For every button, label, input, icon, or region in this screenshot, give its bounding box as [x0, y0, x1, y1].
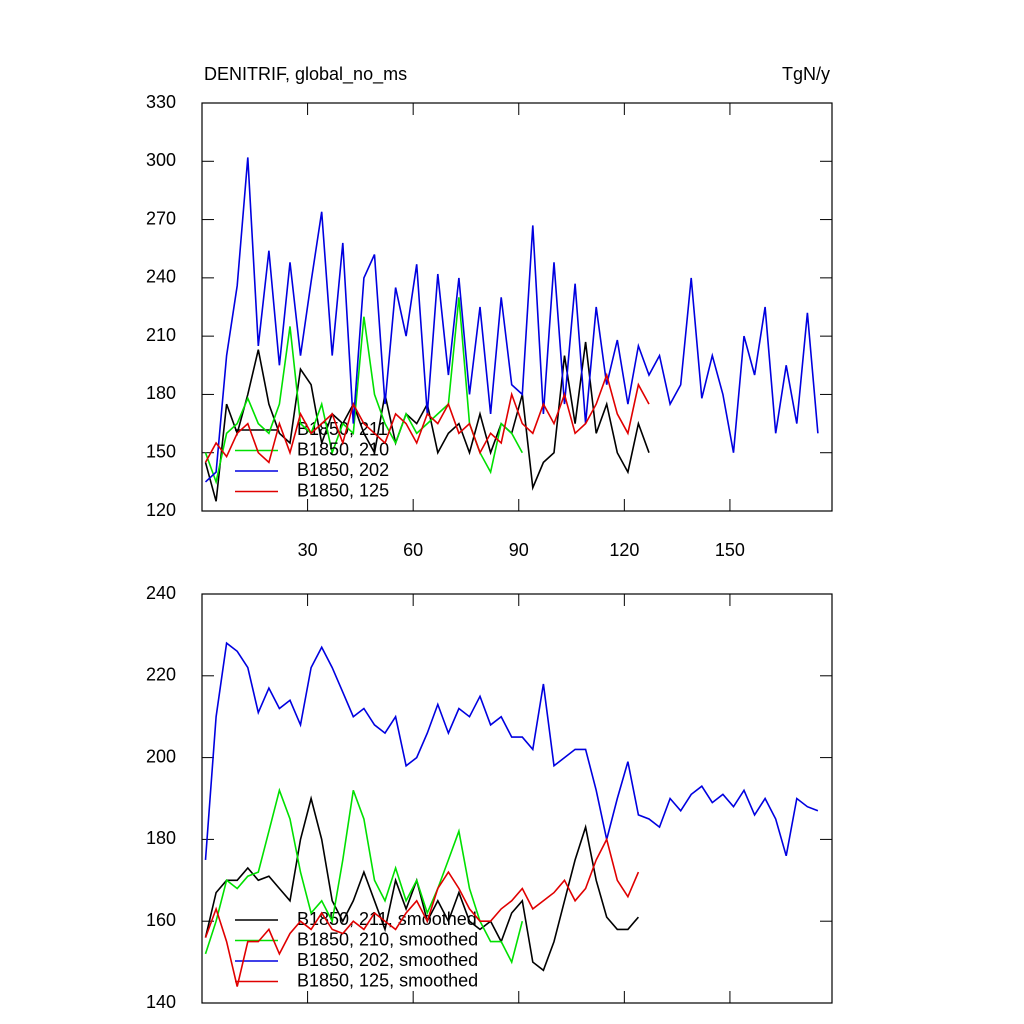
x-tick-label: 150: [715, 540, 745, 560]
x-tick-label: 30: [298, 540, 318, 560]
legend-label: B1850, 202, smoothed: [297, 950, 478, 970]
y-tick-label: 120: [146, 500, 176, 520]
x-tick-label: 120: [609, 540, 639, 560]
x-tick-label: 90: [509, 540, 529, 560]
chart-title: DENITRIF, global_no_ms: [204, 64, 407, 85]
y-tick-label: 270: [146, 208, 176, 228]
plot-frame: [201, 593, 833, 1004]
series-line: [204, 341, 650, 502]
legend-label: B1850, 202: [297, 460, 389, 480]
y-tick-label: 160: [146, 910, 176, 930]
series-line: [204, 837, 640, 987]
y-tick-label: 180: [146, 383, 176, 403]
y-tick-label: 200: [146, 746, 176, 766]
y-tick-label: 240: [146, 267, 176, 287]
y-tick-label: 220: [146, 665, 176, 685]
series-line: [204, 372, 650, 464]
series-line: [204, 641, 819, 860]
series-line: [204, 157, 819, 483]
plot-frame: [201, 102, 833, 512]
series-line: [204, 787, 524, 965]
series-line: [204, 795, 640, 972]
legend-label: B1850, 210, smoothed: [297, 929, 478, 949]
y-tick-label: 180: [146, 828, 176, 848]
legend-label: B1850, 211: [297, 419, 388, 439]
legend-label: B1850, 210: [297, 439, 389, 459]
y-tick-label: 300: [146, 150, 176, 170]
y-tick-label: 210: [146, 325, 176, 345]
x-tick-label: 60: [403, 540, 423, 560]
y-tick-label: 330: [146, 92, 176, 112]
legend-label: B1850, 211, smoothed: [297, 909, 477, 929]
y-tick-label: 150: [146, 441, 176, 461]
y-tick-label: 240: [146, 583, 176, 603]
legend-label: B1850, 125: [297, 480, 389, 500]
y-tick-label: 140: [146, 992, 176, 1012]
legend-label: B1850, 125, smoothed: [297, 970, 478, 990]
units-label: TgN/y: [782, 64, 830, 84]
